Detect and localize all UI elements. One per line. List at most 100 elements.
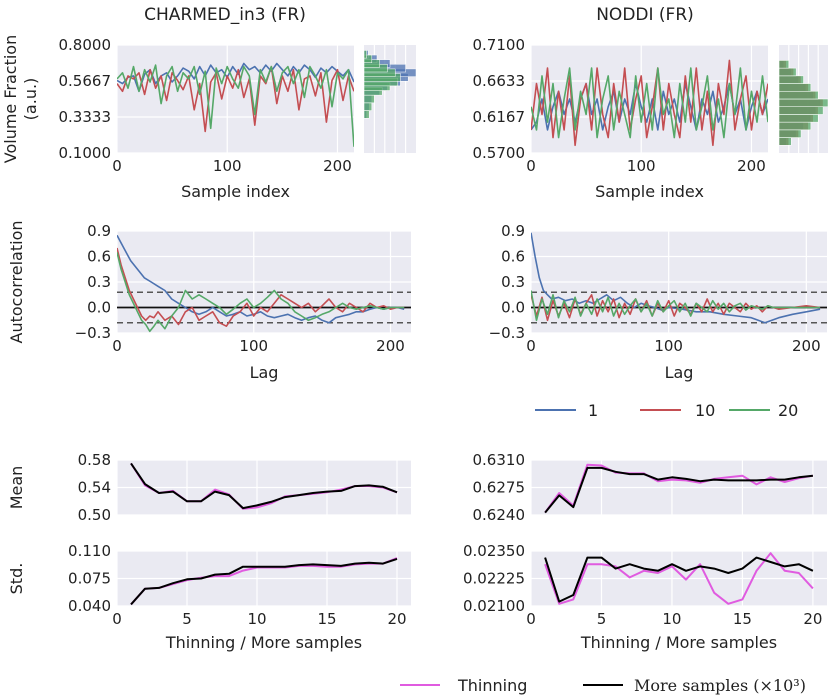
noddi_mean-ytick-label-1: 0.6275 xyxy=(473,479,526,497)
noddi_std-xtick-label-1: 5 xyxy=(597,610,607,628)
noddi_acf-ytick-label-1: 0.0 xyxy=(501,299,525,317)
charmed_acf-ytick-label-1: 0.0 xyxy=(87,299,111,317)
charmed_std-series-more-samples xyxy=(130,557,398,606)
noddi_hist-bar-20-10 xyxy=(778,60,790,69)
charmed_trace-ylabel-line-1: (a.u.) xyxy=(21,78,40,121)
noddi_trace-xtick-label-0: 0 xyxy=(526,157,536,175)
charmed_std-xtick-label-3: 15 xyxy=(317,610,336,628)
legend-bottom: Thinning More samples (×10³) xyxy=(400,676,806,695)
noddi_hist-bar-20-2 xyxy=(778,121,812,131)
charmed_hist-bar-20-10 xyxy=(363,54,373,63)
noddi_trace-ytick-label-0: 0.5700 xyxy=(473,144,526,162)
noddi_acf-series-20 xyxy=(531,290,821,322)
noddi_std-ytick-label-2: 0.02350 xyxy=(463,542,525,560)
charmed_trace-ytick-label-3: 0.8000 xyxy=(59,36,112,54)
charmed_hist-bar-20-0 xyxy=(363,110,370,119)
charmed_trace-ylabel-line-0: Volume Fraction xyxy=(1,35,20,163)
charmed_std-xtick-label-1: 5 xyxy=(182,610,192,628)
noddi_std-xlabel: Thinning / More samples xyxy=(580,633,777,652)
charmed_acf-ytick-label-3: 0.6 xyxy=(87,248,111,266)
charmed_acf-ytick-label-0: −0.3 xyxy=(75,324,111,342)
noddi_acf-ytick-label-2: 0.3 xyxy=(501,273,525,291)
charmed_mean-panel: 0.50 0.54 0.58 Mean xyxy=(7,451,411,524)
noddi_mean-ytick-label-2: 0.6310 xyxy=(473,451,526,469)
noddi_hist-bar-20-8 xyxy=(778,75,804,84)
noddi_trace-panel: 0.5700 0.6167 0.6633 0.7100 0 100 200 Sample in… xyxy=(473,36,768,201)
charmed_std-ytick-label-2: 0.110 xyxy=(68,542,111,560)
noddi_hist-bar-20-9 xyxy=(778,67,797,77)
charmed_acf-ytick-label-4: 0.9 xyxy=(87,222,111,240)
charmed_std-xtick-label-2: 10 xyxy=(247,610,266,628)
noddi_trace-xtick-label-2: 200 xyxy=(737,157,766,175)
charmed_std-xtick-label-0: 0 xyxy=(112,610,122,628)
noddi_acf-ytick-label-4: 0.9 xyxy=(501,222,525,240)
title-left: CHARMED_in3 (FR) xyxy=(144,5,306,25)
charmed_trace-series-10 xyxy=(117,65,354,133)
charmed_std-ytick-label-0: 0.040 xyxy=(68,597,111,615)
noddi_trace-series-10 xyxy=(531,59,768,147)
noddi_std-series-more-samples xyxy=(544,556,814,603)
charmed_trace-xlabel: Sample index xyxy=(181,182,290,201)
noddi_trace-xtick-label-1: 100 xyxy=(627,157,656,175)
charmed_mean-ytick-label-2: 0.58 xyxy=(78,451,111,469)
charmed_std-ylabel: Std. xyxy=(7,563,26,595)
legend-label-1: 1 xyxy=(588,401,598,420)
charmed_std-xlabel: Thinning / More samples xyxy=(165,633,362,652)
noddi_acf-ytick-label-0: −0.3 xyxy=(489,324,525,342)
charmed_acf-series-20 xyxy=(117,252,405,333)
charmed_mean-ytick-label-0: 0.50 xyxy=(78,506,111,524)
charmed_trace-panel: 0.1000 0.3333 0.5667 0.8000 0 100 200 Sample in… xyxy=(1,35,354,201)
noddi_acf-xtick-label-1: 100 xyxy=(654,337,683,355)
charmed_trace-ytick-label-1: 0.3333 xyxy=(59,108,112,126)
charmed_trace-background xyxy=(117,45,354,153)
noddi_trace-ytick-label-2: 0.6633 xyxy=(473,72,526,90)
noddi_trace-xlabel: Sample index xyxy=(595,182,704,201)
legend-label-10: 10 xyxy=(695,401,715,420)
legend-label-thinning: Thinning xyxy=(457,676,527,695)
noddi_std-xtick-label-3: 15 xyxy=(733,610,752,628)
noddi_mean-panel: 0.6240 0.6275 0.6310 xyxy=(473,451,827,524)
noddi_std-ytick-label-1: 0.02225 xyxy=(463,570,525,588)
noddi_acf-ytick-label-3: 0.6 xyxy=(501,248,525,266)
noddi_acf-xtick-label-0: 0 xyxy=(526,337,536,355)
charmed_hist-panel xyxy=(363,45,417,153)
charmed_std-xtick-label-4: 20 xyxy=(387,610,406,628)
noddi_hist-bar-20-3 xyxy=(778,114,819,123)
charmed_trace-xtick-label-2: 200 xyxy=(323,157,352,175)
charmed_trace-series-1 xyxy=(117,62,354,93)
noddi_hist-bar-20-1 xyxy=(778,129,802,138)
legend-top: 1 10 20 xyxy=(535,401,798,420)
noddi_hist-bar-20-4 xyxy=(778,106,824,115)
noddi_acf-xtick-label-2: 200 xyxy=(792,337,821,355)
charmed_acf-ylabel: Autocorrelation xyxy=(7,221,26,344)
noddi_trace-series-20 xyxy=(531,67,768,139)
charmed_std-panel: 0.040 0.075 0.110 0 5 10 15 20 Thinning / More s… xyxy=(7,542,411,652)
charmed_hist-bar-20-1 xyxy=(363,102,373,111)
charmed_acf-xtick-label-2: 200 xyxy=(376,337,405,355)
charmed_acf-series-1 xyxy=(117,234,405,324)
noddi_hist-bar-20-7 xyxy=(778,83,812,92)
legend-label-more-samples: More samples (×10³) xyxy=(634,676,806,695)
charmed_mean-ylabel: Mean xyxy=(7,466,26,510)
charmed_acf-xlabel: Lag xyxy=(250,363,279,382)
charmed_trace-series-20 xyxy=(117,64,354,147)
noddi_mean-series-thinning xyxy=(544,463,814,514)
charmed_trace-xtick-label-0: 0 xyxy=(112,157,122,175)
noddi_trace-ytick-label-3: 0.7100 xyxy=(473,36,526,54)
noddi_mean-ytick-label-0: 0.6240 xyxy=(473,506,526,524)
noddi_hist-bar-20-0 xyxy=(778,137,792,146)
charmed_acf-panel: −0.3 0.0 0.3 0.6 0.9 0 100 200 Lag Autocorrelatio… xyxy=(7,221,411,382)
noddi_std-xtick-label-0: 0 xyxy=(526,610,536,628)
noddi_mean-series-more-samples xyxy=(544,466,814,514)
legend-label-20: 20 xyxy=(778,401,798,420)
noddi_hist-bar-20-6 xyxy=(778,91,819,100)
charmed_std-ytick-label-1: 0.075 xyxy=(68,570,111,588)
noddi_acf-xlabel: Lag xyxy=(665,363,694,382)
charmed_acf-xtick-label-0: 0 xyxy=(112,337,122,355)
noddi_hist-panel xyxy=(778,45,829,153)
title-right: NODDI (FR) xyxy=(596,5,694,25)
charmed_trace-ytick-label-0: 0.1000 xyxy=(59,144,112,162)
charmed_hist-bar-20-2 xyxy=(363,94,375,104)
